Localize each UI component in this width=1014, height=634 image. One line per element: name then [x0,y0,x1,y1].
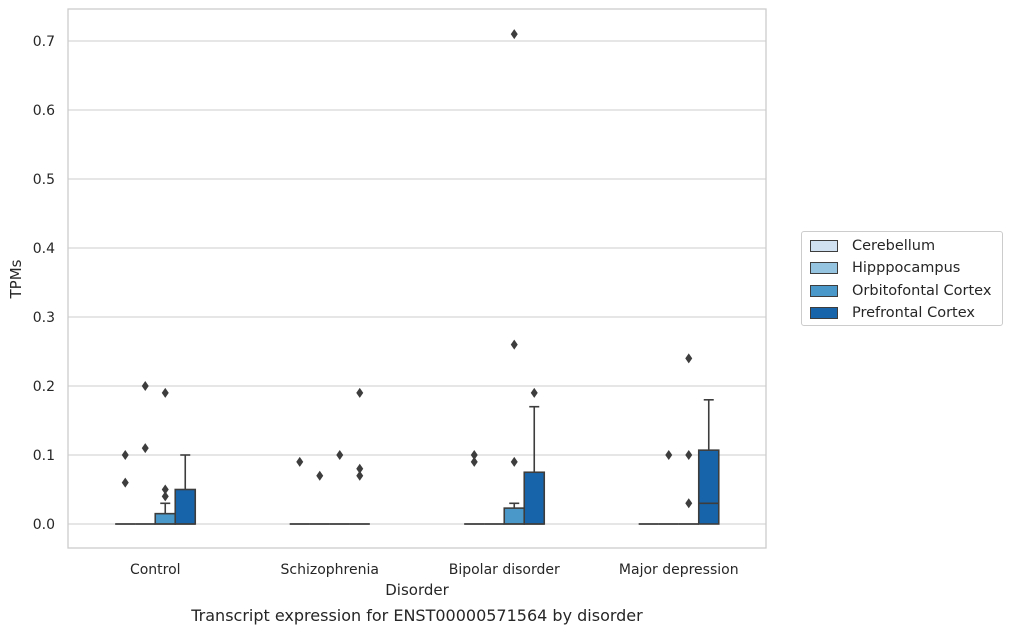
outlier-point [510,339,518,350]
y-tick-label: 0.6 [33,103,55,119]
x-tick-label: Major depression [619,562,739,578]
y-tick-label: 0.1 [33,448,55,464]
box-prefrontal-cortex [523,387,546,525]
box-body [503,507,526,525]
y-tick-label: 0.3 [33,310,55,326]
y-tick-label: 0.5 [33,172,55,188]
outlier-point [510,456,518,467]
box-orbitofontal-cortex [503,29,526,525]
box-orbitofontal-cortex [329,450,350,525]
outlier-point [296,456,304,467]
box-hipppocampus [658,450,679,525]
outlier-point [356,470,364,481]
outlier-point [685,450,693,460]
outlier-point [316,470,324,481]
outlier-point [685,353,693,364]
outlier-point [161,387,169,398]
outlier-point [356,463,364,474]
x-axis-title: Disorder [385,581,449,599]
outlier-point [665,450,673,460]
outlier-point [161,491,169,502]
legend-label-prefrontal-cortex: Prefrontal Cortex [852,305,975,321]
outlier-point [121,477,129,488]
box-orbitofontal-cortex [678,353,699,525]
box-prefrontal-cortex [349,387,370,525]
box-body [154,512,177,525]
outlier-point [470,450,478,460]
outlier-point [141,443,149,454]
legend-swatch-cerebellum [810,240,838,252]
outlier-point [356,387,364,398]
legend-item-orbitofontal-cortex: Orbitofontal Cortex [810,282,991,300]
legend-label-cerebellum: Cerebellum [852,238,936,254]
legend-swatch-hipppocampus [810,262,838,274]
legend-swatch-prefrontal-cortex [810,307,838,319]
box-cerebellum [115,450,136,525]
chart-legend: Cerebellum Hipppocampus Orbitofontal Cor… [801,231,1003,326]
y-tick-label: 0.0 [33,517,55,533]
y-tick-label: 0.7 [33,34,55,50]
box-cerebellum [289,456,310,525]
outlier-point [121,450,129,460]
x-tick-label: Schizophrenia [281,562,379,578]
box-prefrontal-cortex [174,454,197,525]
box-series [115,29,720,525]
legend-label-hipppocampus: Hipppocampus [852,260,961,276]
y-axis-title: TPMs [7,259,25,299]
box-hipppocampus [135,381,156,525]
figure-caption: Transcript expression for ENST0000057156… [191,606,643,625]
x-tick-labels: Control Schizophrenia Bipolar disorder Majo… [130,562,739,578]
x-tick-label: Bipolar disorder [449,562,560,578]
box-body [174,488,197,525]
y-tick-label: 0.2 [33,379,55,395]
box-body [697,449,720,525]
outlier-point [530,387,538,398]
outlier-point [685,498,693,509]
legend-swatch-orbitofontal-cortex [810,285,838,297]
outlier-point [161,484,169,495]
legend-item-prefrontal-cortex: Prefrontal Cortex [810,304,975,322]
box-hipppocampus [309,470,330,525]
box-cerebellum [464,450,485,525]
y-tick-labels: 0.0 0.1 0.2 0.3 0.4 0.5 0.6 0.7 [33,34,55,533]
legend-label-orbitofontal-cortex: Orbitofontal Cortex [852,283,992,299]
outlier-point [510,29,518,40]
box-body [523,471,546,525]
x-tick-label: Control [130,562,181,578]
outlier-point [336,450,344,460]
outlier-point [141,381,149,391]
box-prefrontal-cortex [697,398,720,525]
legend-item-cerebellum: Cerebellum [810,237,935,255]
plot-area-frame [67,8,767,549]
y-tick-label: 0.4 [33,241,55,257]
gridlines [68,40,766,525]
legend-item-hipppocampus: Hipppocampus [810,259,960,277]
box-orbitofontal-cortex [154,387,177,525]
outlier-point [470,456,478,467]
